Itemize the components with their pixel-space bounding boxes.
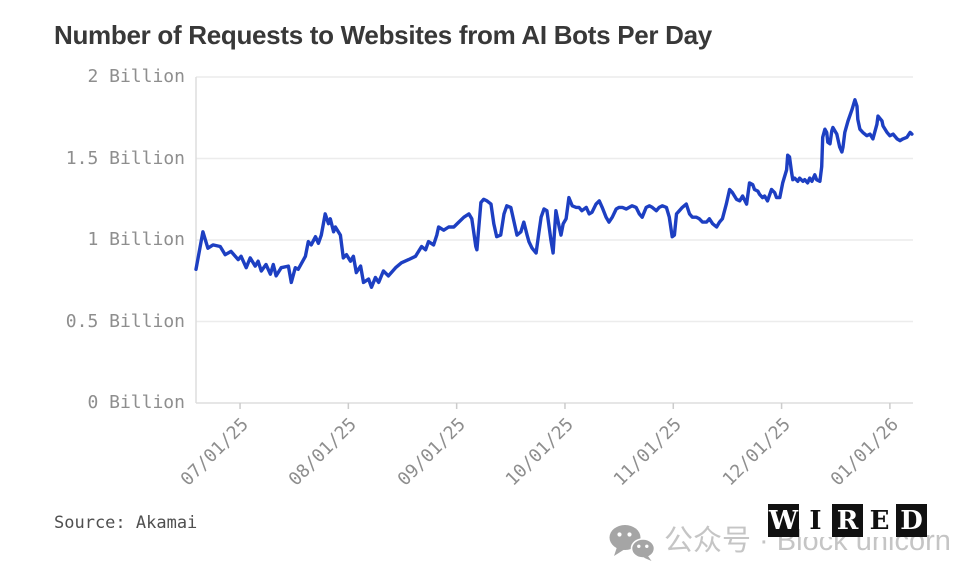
wired-letter: I <box>800 504 831 537</box>
wired-letter: W <box>768 504 799 537</box>
y-axis-label: 1.5 Billion <box>65 147 185 169</box>
chart-title: Number of Requests to Websites from AI B… <box>54 20 712 50</box>
data-line <box>194 98 914 289</box>
y-axis-label: 0 Billion <box>87 392 185 413</box>
y-axis-label: 2 Billion <box>87 66 185 87</box>
y-axis-label: 1 Billion <box>87 229 185 250</box>
wired-letter: R <box>832 504 863 537</box>
wired-letter: E <box>864 504 895 537</box>
wechat-icon <box>609 525 656 561</box>
y-axis-label: 0.5 Billion <box>65 310 185 332</box>
source-credit: Source: Akamai <box>54 513 198 533</box>
wired-letter: D <box>896 504 927 537</box>
